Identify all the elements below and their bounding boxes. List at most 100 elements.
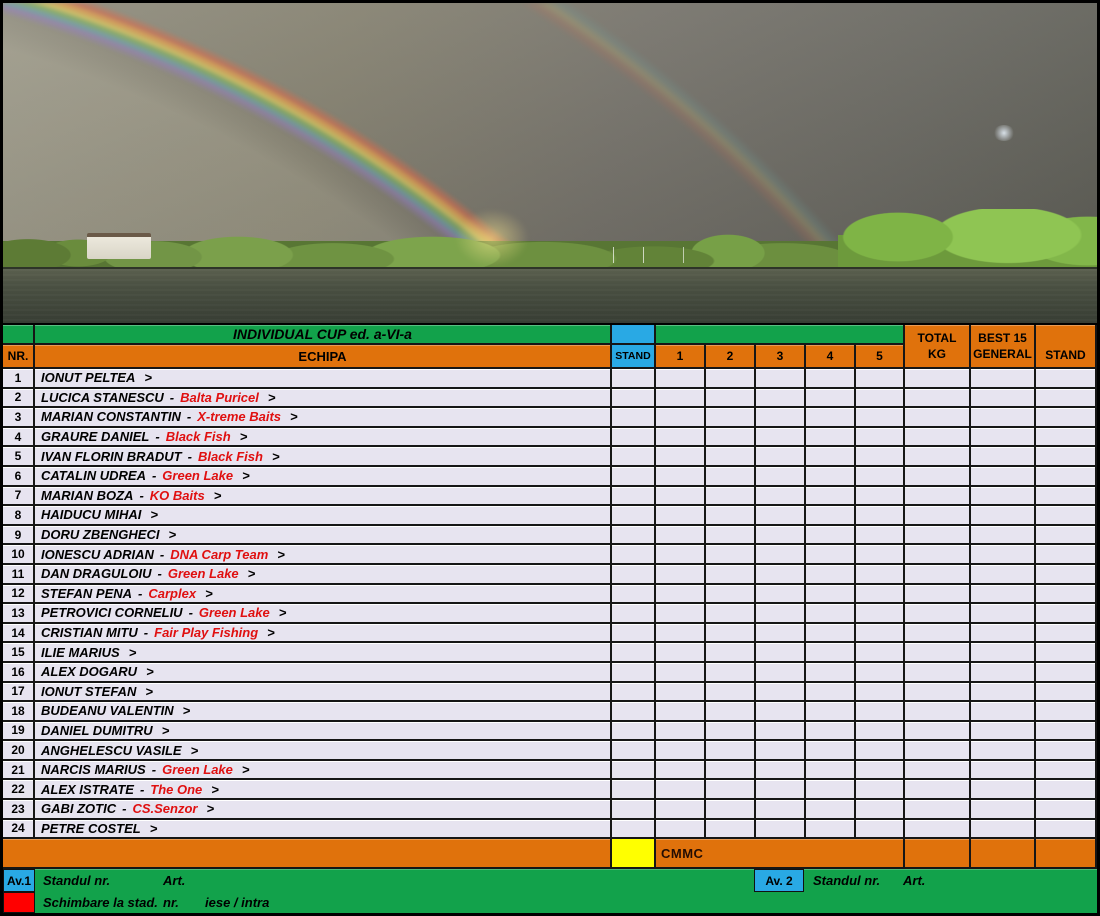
row-number-cell[interactable]: 23 <box>3 800 35 820</box>
total-kg-cell[interactable] <box>905 545 971 565</box>
round-2-cell[interactable] <box>706 584 756 605</box>
round-3-cell[interactable] <box>756 819 806 840</box>
stand-cell[interactable] <box>612 643 656 663</box>
round-5-cell[interactable] <box>856 427 905 448</box>
round-2-cell[interactable] <box>706 643 756 663</box>
best15-cell[interactable] <box>971 506 1036 526</box>
round-4-cell[interactable] <box>806 623 856 644</box>
round-1-cell[interactable] <box>656 682 706 703</box>
round-3-cell[interactable] <box>756 741 806 761</box>
competitor-cell[interactable]: DORU ZBENGHECI > <box>35 525 612 546</box>
row-number-cell[interactable]: 14 <box>3 623 35 644</box>
best15-cell[interactable] <box>971 662 1036 683</box>
round-3-cell[interactable] <box>756 486 806 507</box>
best15-cell[interactable] <box>971 525 1036 546</box>
best15-cell[interactable] <box>971 545 1036 565</box>
round-3-cell[interactable] <box>756 780 806 801</box>
stand-cell[interactable] <box>612 466 656 487</box>
competitor-cell[interactable]: PETRE COSTEL > <box>35 819 612 840</box>
stand-right-cell[interactable] <box>1036 466 1097 487</box>
round-1-cell[interactable] <box>656 408 706 428</box>
footer-left-cell[interactable] <box>3 839 612 870</box>
stand-right-cell[interactable] <box>1036 662 1097 683</box>
stand-right-cell[interactable] <box>1036 741 1097 761</box>
stand-right-cell[interactable] <box>1036 643 1097 663</box>
round-1-cell[interactable] <box>656 662 706 683</box>
competitor-cell[interactable]: PETROVICI CORNELIU - Green Lake > <box>35 604 612 624</box>
round-5-cell[interactable] <box>856 447 905 467</box>
stand-header-top-cell[interactable] <box>612 325 656 345</box>
total-kg-cell[interactable] <box>905 721 971 742</box>
best15-cell[interactable] <box>971 564 1036 585</box>
stand-right-cell[interactable] <box>1036 408 1097 428</box>
round-2-cell[interactable] <box>706 780 756 801</box>
best15-cell[interactable] <box>971 388 1036 409</box>
total-kg-cell[interactable] <box>905 643 971 663</box>
round-5-cell[interactable] <box>856 564 905 585</box>
round-1-cell[interactable] <box>656 721 706 742</box>
rounds-header-band[interactable] <box>656 325 905 345</box>
best15-cell[interactable] <box>971 702 1036 722</box>
stand-cell[interactable] <box>612 584 656 605</box>
round-5-cell[interactable] <box>856 369 905 389</box>
round-3-cell[interactable] <box>756 623 806 644</box>
stand-right-header[interactable]: STAND <box>1036 325 1097 369</box>
round-4-cell[interactable] <box>806 643 856 663</box>
competitor-cell[interactable]: GRAURE DANIEL - Black Fish > <box>35 427 612 448</box>
round-5-cell[interactable] <box>856 388 905 409</box>
round-4-cell[interactable] <box>806 604 856 624</box>
best15-cell[interactable] <box>971 760 1036 781</box>
round-2-cell[interactable] <box>706 447 756 467</box>
round-4-cell[interactable] <box>806 702 856 722</box>
round-2-cell[interactable] <box>706 741 756 761</box>
round-2-cell[interactable] <box>706 564 756 585</box>
stand-right-cell[interactable] <box>1036 545 1097 565</box>
total-kg-cell[interactable] <box>905 682 971 703</box>
round-1-cell[interactable] <box>656 564 706 585</box>
footer-best-cell[interactable] <box>971 839 1036 870</box>
round-2-cell[interactable] <box>706 427 756 448</box>
round-3-cell[interactable] <box>756 760 806 781</box>
total-kg-cell[interactable] <box>905 760 971 781</box>
stand-cell[interactable] <box>612 506 656 526</box>
competitor-cell[interactable]: LUCICA STANESCU - Balta Puricel > <box>35 388 612 409</box>
total-kg-cell[interactable] <box>905 427 971 448</box>
round-2-cell[interactable] <box>706 800 756 820</box>
round-2-cell[interactable] <box>706 702 756 722</box>
round-5-cell[interactable] <box>856 702 905 722</box>
competitor-cell[interactable]: HAIDUCU MIHAI > <box>35 506 612 526</box>
round-3-cell[interactable] <box>756 721 806 742</box>
round-4-cell[interactable] <box>806 525 856 546</box>
round-5-cell[interactable] <box>856 525 905 546</box>
round-1-cell[interactable] <box>656 545 706 565</box>
round-2-cell[interactable] <box>706 623 756 644</box>
row-number-cell[interactable]: 9 <box>3 525 35 546</box>
round-1-cell[interactable] <box>656 780 706 801</box>
competitor-cell[interactable]: CRISTIAN MITU - Fair Play Fishing > <box>35 623 612 644</box>
row-number-cell[interactable]: 17 <box>3 682 35 703</box>
total-kg-cell[interactable] <box>905 604 971 624</box>
row-number-cell[interactable]: 16 <box>3 662 35 683</box>
competitor-cell[interactable]: IONESCU ADRIAN - DNA Carp Team > <box>35 545 612 565</box>
round-3-cell[interactable] <box>756 427 806 448</box>
stand-right-cell[interactable] <box>1036 682 1097 703</box>
round-4-header[interactable]: 4 <box>806 345 856 369</box>
total-kg-cell[interactable] <box>905 819 971 840</box>
round-5-cell[interactable] <box>856 643 905 663</box>
best15-cell[interactable] <box>971 466 1036 487</box>
stand-right-cell[interactable] <box>1036 702 1097 722</box>
round-4-cell[interactable] <box>806 408 856 428</box>
stand-right-cell[interactable] <box>1036 369 1097 389</box>
best15-cell[interactable] <box>971 721 1036 742</box>
stand-cell[interactable] <box>612 819 656 840</box>
corner-cell[interactable] <box>3 325 35 345</box>
round-4-cell[interactable] <box>806 760 856 781</box>
competitor-cell[interactable]: DAN DRAGULOIU - Green Lake > <box>35 564 612 585</box>
round-1-cell[interactable] <box>656 760 706 781</box>
best15-cell[interactable] <box>971 780 1036 801</box>
round-5-cell[interactable] <box>856 760 905 781</box>
footer-cmmc-cell[interactable]: CMMC <box>656 839 905 870</box>
round-4-cell[interactable] <box>806 800 856 820</box>
competitor-cell[interactable]: CATALIN UDREA - Green Lake > <box>35 466 612 487</box>
change-red-badge[interactable] <box>3 892 35 913</box>
